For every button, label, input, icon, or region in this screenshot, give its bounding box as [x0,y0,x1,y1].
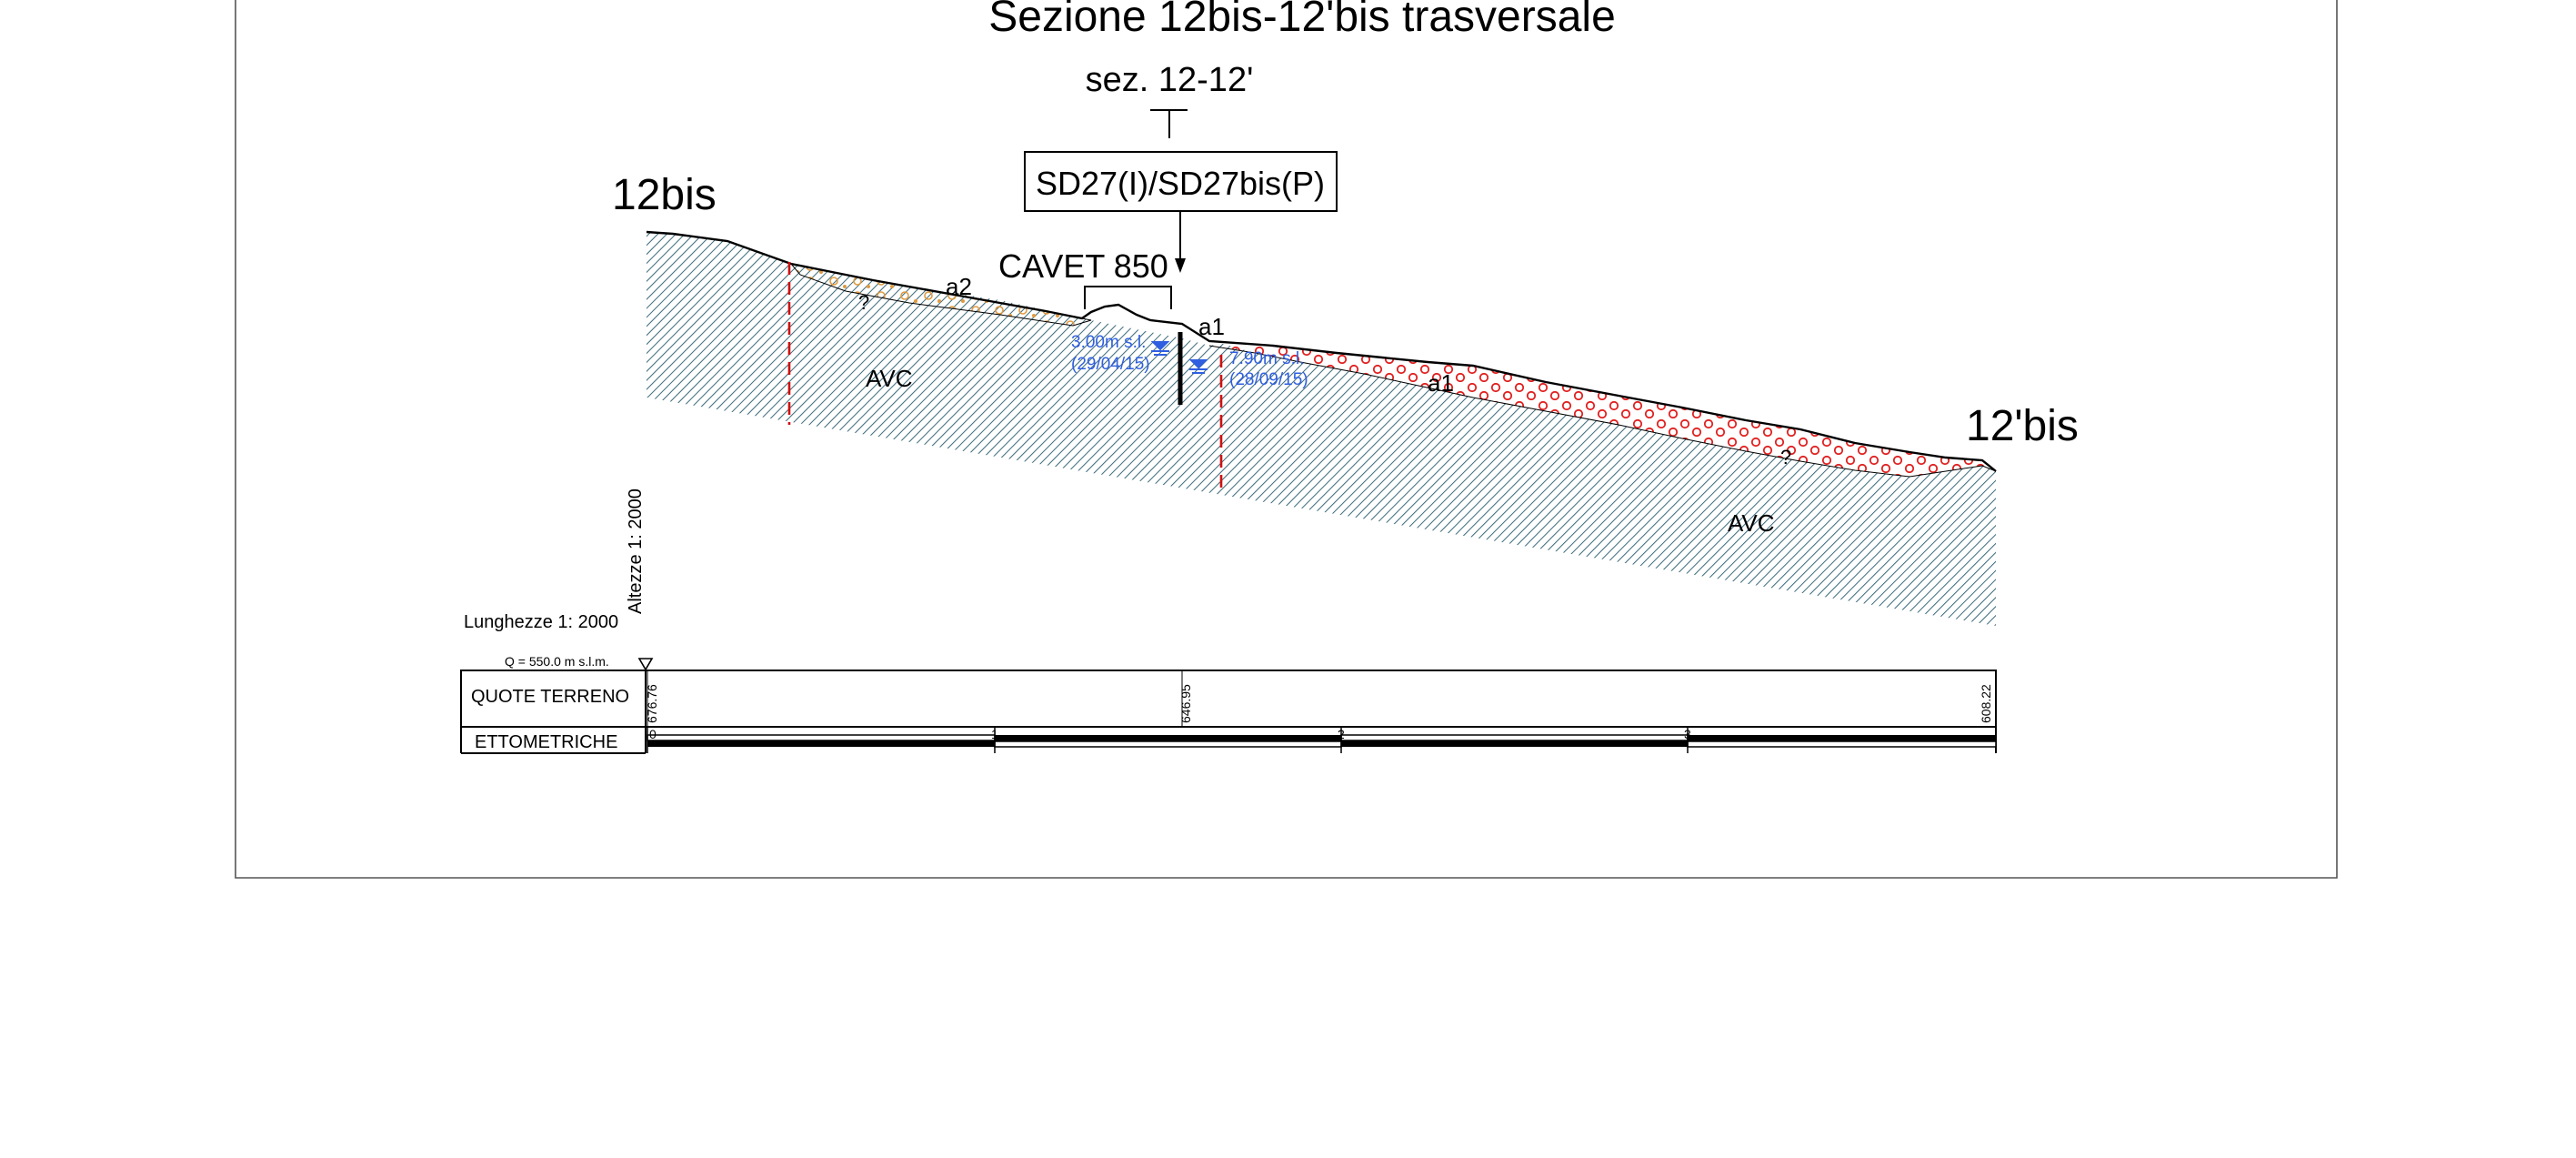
water-level-marker-1 [1150,341,1170,356]
water-level-depth-2: 7.90m s.l. [1229,349,1304,368]
ettometriche-scale-bar [647,727,1997,753]
elevation-value-1: 676.76 [645,684,659,723]
table-label-ettometriche: ETTOMETRICHE [475,732,617,752]
section-title: Sezione 12bis-12'bis trasversale [988,0,1616,41]
question-mark-right: ? [1780,446,1791,468]
question-mark-left: ? [858,291,869,314]
ettometrica-3: 3 [1684,727,1691,741]
end-label: 12'bis [1966,402,2079,450]
borehole-arrowhead [1175,258,1186,273]
water-level-marker-2 [1188,359,1208,374]
cover-base-line [1208,345,1997,478]
water-level-date-2: (28/09/15) [1229,370,1308,389]
horizontal-scale-label: Lunghezze 1: 2000 [464,612,618,632]
unit-label-a1-top: a1 [1198,313,1225,340]
datum-label: Q = 550.0 m s.l.m. [505,654,609,669]
sheet-frame [235,0,2338,879]
cross-section-marker [1150,109,1188,138]
borehole-label-box [1024,151,1338,212]
datum-triangle [637,658,654,671]
elevation-value-2: 646.95 [1178,684,1193,723]
water-level-date-1: (29/04/15) [1071,355,1150,374]
ettometrica-0: 0 [649,727,657,741]
ground-surface-line [646,230,1997,472]
water-level-depth-1: 3.00m s.l. [1071,333,1146,352]
cross-section-label: sez. 12-12' [1086,61,1254,99]
ettometrica-2: 2 [1338,727,1345,741]
table-label-quote-terreno: QUOTE TERRENO [471,687,629,707]
cavet-label: CAVET 850 [998,247,1168,285]
ettometrica-1: 1 [991,727,998,741]
unit-label-a1-mid: a1 [1428,369,1454,397]
unit-label-a2: a2 [946,273,972,300]
cavet-bracket [1084,286,1172,309]
vertical-scale-label: Altezze 1: 2000 [626,488,646,614]
unit-label-avc-right: AVC [1728,509,1775,537]
start-label: 12bis [612,171,717,219]
avc-bedrock-unit [647,232,1996,626]
borehole-label: SD27(I)/SD27bis(P) [1036,165,1325,202]
unit-label-avc-left: AVC [866,365,913,392]
elevation-value-3: 608.22 [1979,684,1993,723]
a1-cover-unit [1209,346,1996,477]
